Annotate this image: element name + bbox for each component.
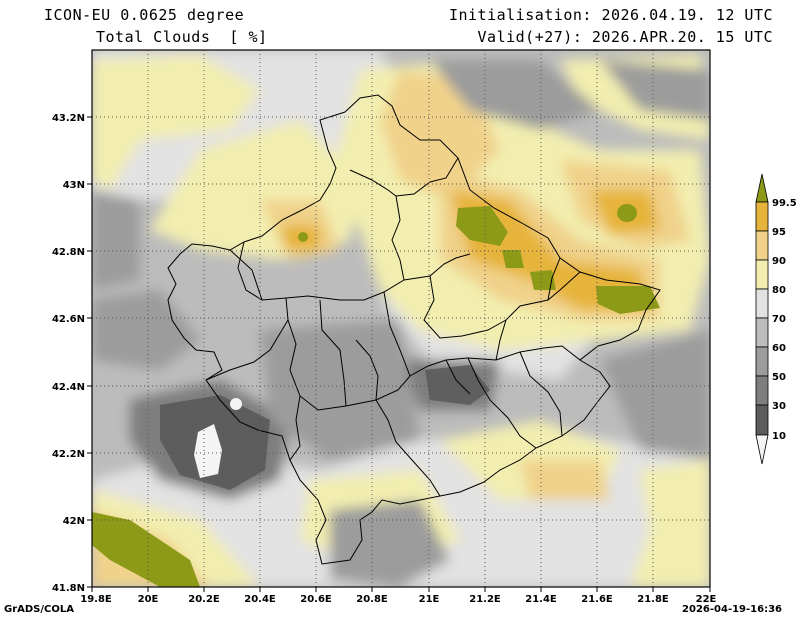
colorbar-label: 90 (772, 256, 786, 267)
field-title: Total Clouds [ %] (96, 28, 268, 46)
footer-credit: GrADS/COLA (4, 604, 74, 615)
colorbar-label: 10 (772, 431, 786, 442)
colorbar-label: 50 (772, 372, 786, 383)
colorbar-swatch (755, 317, 769, 348)
lon-tick-label: 21E (419, 594, 440, 605)
colorbar-label: 70 (772, 314, 786, 325)
lon-tick-label: 19.8E (80, 594, 112, 605)
colorbar-swatch (755, 346, 769, 377)
colorbar-label: 80 (772, 285, 786, 296)
lon-tick-label: 20.6E (300, 594, 332, 605)
lat-tick-label: 42.4N (52, 382, 85, 393)
lat-tick-label: 41.8N (52, 583, 85, 594)
colorbar-swatch (755, 288, 769, 319)
colorbar-label: 60 (772, 343, 786, 354)
lon-tick-label: 20.8E (356, 594, 388, 605)
colorbar-swatch (755, 375, 769, 406)
colorbar-swatch (755, 259, 769, 290)
lon-tick-label: 22E (696, 594, 717, 605)
colorbar-labels: 99.5 95 90 80 70 60 50 30 10 (772, 198, 797, 442)
lat-tick-label: 42.6N (52, 314, 85, 325)
model-title: ICON-EU 0.0625 degree (44, 6, 245, 24)
lon-labels: 19.8E 20E 20.2E 20.4E 20.6E 20.8E 21E 21… (80, 594, 716, 605)
cloud-cover-field (92, 50, 710, 587)
init-time: Initialisation: 2026.04.19. 12 UTC (448, 6, 773, 24)
colorbar-swatch (755, 404, 769, 436)
lon-tick-label: 21.4E (525, 594, 557, 605)
colorbar-label: 30 (772, 401, 786, 412)
valid-time: Valid(+27): 2026.APR.20. 15 UTC (477, 28, 773, 46)
lat-labels: 43.2N 43N 42.8N 42.6N 42.4N 42.2N 42N 41… (52, 113, 85, 594)
lat-tick-label: 42.2N (52, 449, 85, 460)
footer-timestamp: 2026-04-19-16:36 (682, 604, 782, 615)
grid-lines (92, 50, 710, 587)
lat-tick-label: 43N (63, 180, 85, 191)
colorbar-label: 99.5 (772, 198, 797, 209)
admin-borders (167, 94, 661, 565)
lon-tick-label: 20.2E (188, 594, 220, 605)
colorbar (755, 173, 769, 465)
lon-tick-label: 20.4E (244, 594, 276, 605)
colorbar-top-arrow (755, 173, 769, 203)
lat-tick-label: 42N (63, 516, 85, 527)
colorbar-swatch (755, 230, 769, 261)
colorbar-swatch (755, 201, 769, 232)
colorbar-bottom-arrow (755, 434, 769, 465)
lon-tick-label: 21.8E (637, 594, 669, 605)
axis-ticks (87, 116, 711, 592)
lon-tick-label: 21.2E (469, 594, 501, 605)
lon-tick-label: 21.6E (581, 594, 613, 605)
lon-tick-label: 20E (138, 594, 159, 605)
lat-tick-label: 42.8N (52, 247, 85, 258)
colorbar-label: 95 (772, 227, 786, 238)
lat-tick-label: 43.2N (52, 113, 85, 124)
